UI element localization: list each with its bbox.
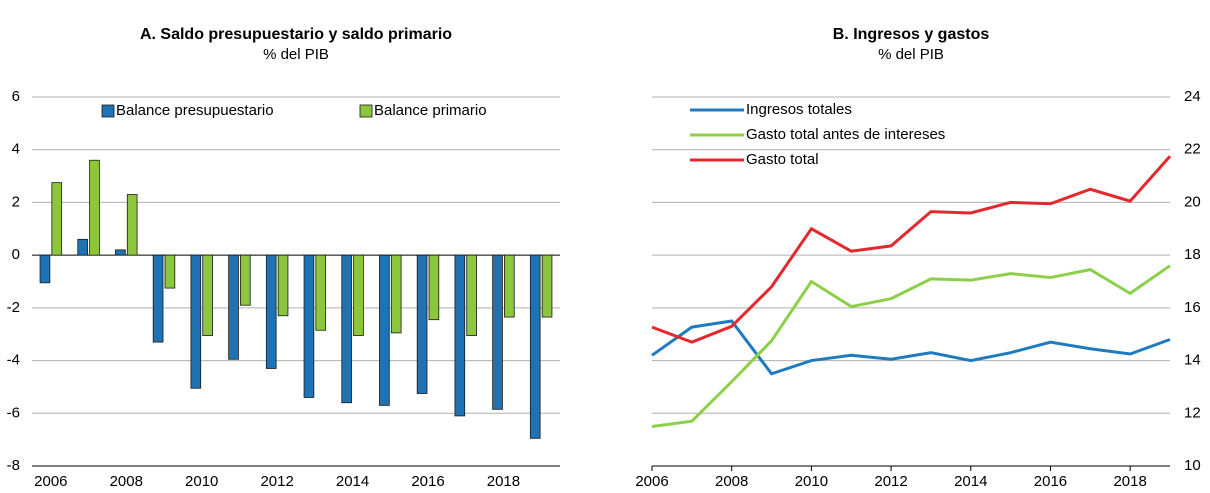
bar (428, 254, 440, 321)
bar (126, 194, 138, 256)
bar (164, 254, 176, 289)
y-tick-label: 16 (1184, 299, 1201, 316)
bar (416, 254, 428, 394)
y-tick-label: 20 (1184, 193, 1201, 210)
bar (89, 159, 100, 256)
bar (77, 238, 88, 256)
chart-title: B. Ingresos y gastos (833, 26, 990, 43)
x-tick-label: 2014 (954, 473, 987, 490)
line-series (651, 319, 1171, 376)
bar (190, 254, 202, 389)
legend-swatch (101, 104, 115, 118)
line-series (651, 155, 1172, 344)
y-tick-label: 24 (1184, 88, 1201, 105)
bar (529, 254, 541, 439)
y-tick-label: 22 (1184, 141, 1201, 158)
bar (353, 254, 364, 336)
bar (315, 254, 327, 331)
bar (39, 254, 51, 284)
y-tick-label: 6 (12, 88, 20, 105)
y-tick-label: 2 (12, 193, 20, 210)
bar (466, 254, 477, 336)
y-tick-label: 4 (12, 141, 20, 158)
x-tick-label: 2018 (1113, 473, 1146, 490)
y-tick-label: -4 (7, 352, 20, 369)
x-tick-label: 2012 (260, 473, 293, 490)
x-tick-label: 2008 (110, 473, 143, 490)
bar (454, 254, 466, 417)
x-tick-label: 2008 (715, 473, 748, 490)
x-tick-label: 2014 (336, 473, 369, 490)
bar (379, 254, 390, 406)
x-tick-label: 2018 (487, 473, 520, 490)
legend-label: Balance presupuestario (116, 102, 274, 119)
y-tick-label: 18 (1184, 246, 1201, 263)
bar (228, 254, 239, 360)
y-tick-label: 10 (1184, 457, 1201, 474)
chart-title: A. Saldo presupuestario y saldo primario (140, 26, 452, 43)
y-tick-label: 0 (12, 246, 20, 263)
x-tick-label: 2006 (635, 473, 668, 490)
bar (504, 254, 515, 318)
bar (303, 254, 315, 398)
chart-subtitle: % del PIB (263, 46, 329, 63)
bar (390, 254, 402, 334)
legend-label: Balance primario (374, 102, 487, 119)
x-tick-label: 2012 (874, 473, 907, 490)
x-tick-label: 2016 (411, 473, 444, 490)
legend-label: Gasto total (746, 151, 819, 168)
bar (341, 254, 352, 404)
y-tick-label: -6 (7, 404, 20, 421)
bar (240, 254, 251, 306)
x-tick-label: 2010 (795, 473, 828, 490)
x-tick-label: 2010 (185, 473, 218, 490)
legend-swatch (359, 104, 373, 118)
y-tick-label: -2 (7, 299, 20, 316)
x-tick-label: 2016 (1034, 473, 1067, 490)
bar (202, 254, 213, 336)
line-series (651, 264, 1171, 428)
chart-subtitle: % del PIB (878, 46, 944, 63)
bar (541, 254, 553, 318)
bar (265, 254, 277, 369)
x-tick-label: 2006 (34, 473, 67, 490)
y-tick-label: 14 (1184, 352, 1201, 369)
y-tick-label: 12 (1184, 404, 1201, 421)
bar (492, 254, 503, 410)
y-tick-label: -8 (7, 457, 20, 474)
bar (115, 249, 126, 256)
bar (277, 254, 289, 317)
legend-label: Gasto total antes de intereses (746, 126, 945, 143)
legend-label: Ingresos totales (746, 101, 852, 118)
bar (152, 254, 164, 343)
bar (51, 182, 63, 256)
